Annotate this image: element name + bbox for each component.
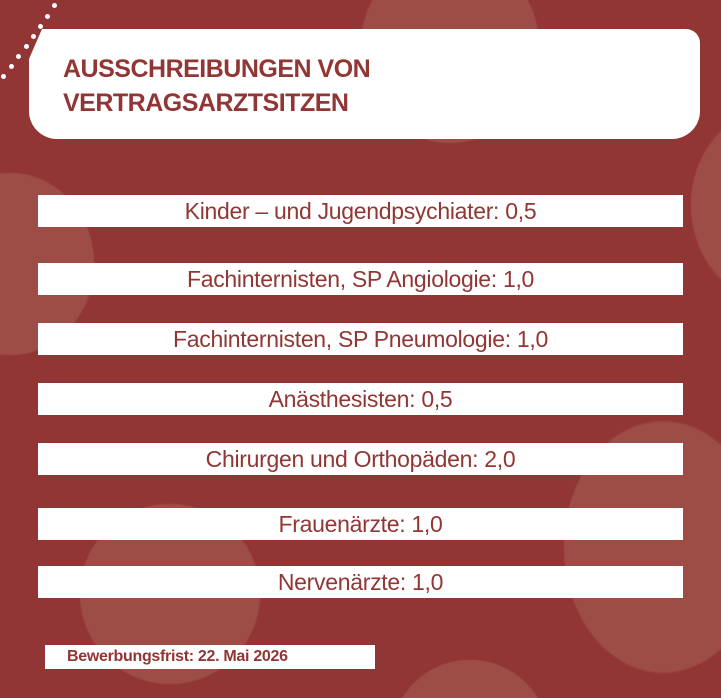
list-item: Nervenärzte: 1,0: [38, 566, 683, 598]
decorative-dot: [16, 54, 21, 59]
decorative-dot: [38, 24, 43, 29]
deadline-label: Bewerbungsfrist: 22. Mai 2026: [45, 645, 375, 669]
decorative-dot: [52, 3, 57, 8]
list-item: Fachinternisten, SP Pneumologie: 1,0: [38, 323, 683, 355]
list-item: Anästhesisten: 0,5: [38, 383, 683, 415]
title-box: [29, 29, 700, 139]
decorative-dot: [1, 74, 6, 79]
decorative-dot: [31, 34, 36, 39]
decorative-dot: [24, 44, 29, 49]
list-item: Chirurgen und Orthopäden: 2,0: [38, 443, 683, 475]
list-item: Kinder – und Jugendpsychiater: 0,5: [38, 195, 683, 227]
title-line-2: VERTRAGSARZTSITZEN: [63, 89, 349, 117]
decorative-dot: [45, 14, 50, 19]
decorative-dot: [9, 64, 14, 69]
list-item: Fachinternisten, SP Angiologie: 1,0: [38, 263, 683, 295]
list-item: Frauenärzte: 1,0: [38, 508, 683, 540]
title-line-1: AUSSCHREIBUNGEN VON: [63, 55, 371, 83]
page-title: AUSSCHREIBUNGEN VON VERTRAGSARZTSITZEN: [63, 52, 371, 120]
